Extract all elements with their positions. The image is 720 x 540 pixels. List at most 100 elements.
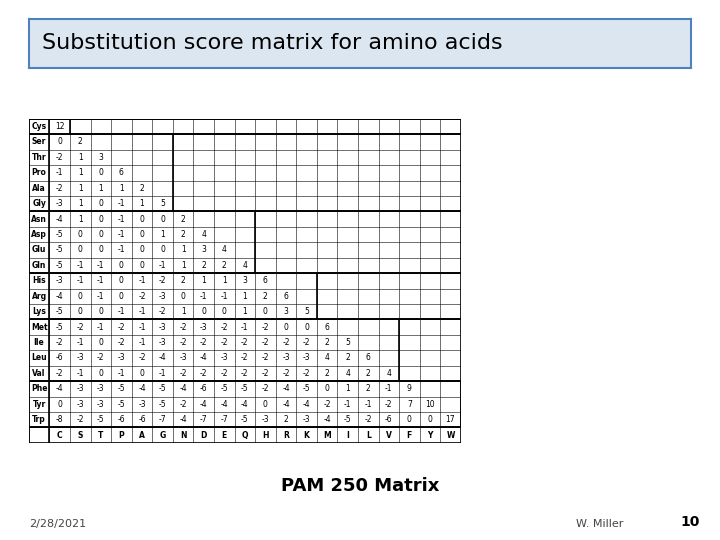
Text: 2: 2 — [181, 230, 186, 239]
Text: 0: 0 — [119, 292, 124, 301]
Text: 1: 1 — [202, 276, 206, 285]
Text: Leu: Leu — [31, 354, 47, 362]
Text: 1: 1 — [243, 307, 247, 316]
Text: -3: -3 — [200, 322, 207, 332]
Text: -6: -6 — [117, 415, 125, 424]
Text: -5: -5 — [117, 400, 125, 409]
Text: 4: 4 — [387, 369, 391, 378]
Text: 0: 0 — [78, 292, 83, 301]
Text: -2: -2 — [261, 384, 269, 393]
Text: M: M — [323, 430, 331, 440]
Text: Y: Y — [427, 430, 433, 440]
Text: -1: -1 — [117, 199, 125, 208]
Text: 1: 1 — [346, 384, 350, 393]
Text: 0: 0 — [99, 214, 103, 224]
Text: -2: -2 — [282, 369, 289, 378]
Text: Q: Q — [241, 430, 248, 440]
Text: -2: -2 — [323, 400, 330, 409]
Text: -3: -3 — [117, 354, 125, 362]
Text: 2: 2 — [366, 369, 371, 378]
Text: 1: 1 — [78, 153, 83, 162]
Text: 0: 0 — [78, 307, 83, 316]
Text: -3: -3 — [282, 354, 289, 362]
Text: -2: -2 — [303, 369, 310, 378]
Text: -2: -2 — [117, 322, 125, 332]
Text: 0: 0 — [78, 246, 83, 254]
Text: 1: 1 — [99, 184, 103, 193]
Text: -5: -5 — [117, 384, 125, 393]
Text: -2: -2 — [220, 322, 228, 332]
Text: -4: -4 — [282, 384, 289, 393]
Text: -3: -3 — [179, 354, 187, 362]
Text: 2: 2 — [284, 415, 288, 424]
Text: 3: 3 — [243, 276, 247, 285]
Text: Met: Met — [31, 322, 48, 332]
Text: 0: 0 — [160, 246, 165, 254]
Text: 6: 6 — [366, 354, 371, 362]
Text: 0: 0 — [99, 230, 103, 239]
Text: 3: 3 — [284, 307, 289, 316]
Text: 2: 2 — [263, 292, 268, 301]
Text: 0: 0 — [304, 322, 309, 332]
Text: 1: 1 — [243, 292, 247, 301]
Text: 0: 0 — [222, 307, 227, 316]
Text: -4: -4 — [200, 400, 207, 409]
Text: 4: 4 — [222, 246, 227, 254]
Text: Asn: Asn — [31, 214, 47, 224]
Text: R: R — [283, 430, 289, 440]
Text: 2: 2 — [325, 338, 330, 347]
Text: -4: -4 — [200, 354, 207, 362]
Text: -2: -2 — [56, 184, 63, 193]
Text: -4: -4 — [241, 400, 248, 409]
Text: -4: -4 — [56, 384, 63, 393]
Text: 3: 3 — [99, 153, 103, 162]
Text: V: V — [386, 430, 392, 440]
Text: P: P — [119, 430, 125, 440]
Text: 0: 0 — [99, 168, 103, 177]
Text: 2: 2 — [222, 261, 227, 270]
Text: Substitution score matrix for amino acids: Substitution score matrix for amino acid… — [42, 33, 503, 53]
Text: 2: 2 — [181, 214, 186, 224]
Text: 4: 4 — [243, 261, 247, 270]
Text: -1: -1 — [138, 307, 145, 316]
Text: G: G — [159, 430, 166, 440]
Text: Thr: Thr — [32, 153, 46, 162]
Text: 0: 0 — [78, 230, 83, 239]
Text: -1: -1 — [76, 338, 84, 347]
Text: -6: -6 — [138, 415, 145, 424]
Text: -1: -1 — [138, 322, 145, 332]
Text: 0: 0 — [181, 292, 186, 301]
Text: -4: -4 — [179, 384, 187, 393]
Text: 0: 0 — [99, 199, 103, 208]
Text: 0: 0 — [119, 261, 124, 270]
Text: D: D — [200, 430, 207, 440]
Text: W. Miller: W. Miller — [576, 519, 624, 529]
Text: -3: -3 — [56, 276, 63, 285]
Text: -2: -2 — [282, 338, 289, 347]
Text: 2: 2 — [366, 384, 371, 393]
Text: 1: 1 — [181, 261, 186, 270]
Text: His: His — [32, 276, 46, 285]
Text: -3: -3 — [76, 384, 84, 393]
Text: -4: -4 — [323, 415, 331, 424]
Text: -2: -2 — [56, 369, 63, 378]
Text: -1: -1 — [117, 214, 125, 224]
Text: -1: -1 — [385, 384, 392, 393]
Text: -1: -1 — [97, 276, 104, 285]
Text: -2: -2 — [179, 338, 186, 347]
Text: Ile: Ile — [34, 338, 45, 347]
Text: 2/28/2021: 2/28/2021 — [29, 519, 86, 529]
Text: -1: -1 — [138, 338, 145, 347]
Text: 4: 4 — [201, 230, 206, 239]
Text: -6: -6 — [200, 384, 207, 393]
Text: -5: -5 — [344, 415, 351, 424]
Text: 6: 6 — [284, 292, 289, 301]
Text: Gln: Gln — [32, 261, 46, 270]
Text: -2: -2 — [241, 354, 248, 362]
Text: 10: 10 — [425, 400, 435, 409]
Text: 0: 0 — [140, 230, 145, 239]
Text: 6: 6 — [325, 322, 330, 332]
Text: -3: -3 — [76, 400, 84, 409]
Text: 1: 1 — [78, 214, 83, 224]
Text: 0: 0 — [140, 369, 145, 378]
